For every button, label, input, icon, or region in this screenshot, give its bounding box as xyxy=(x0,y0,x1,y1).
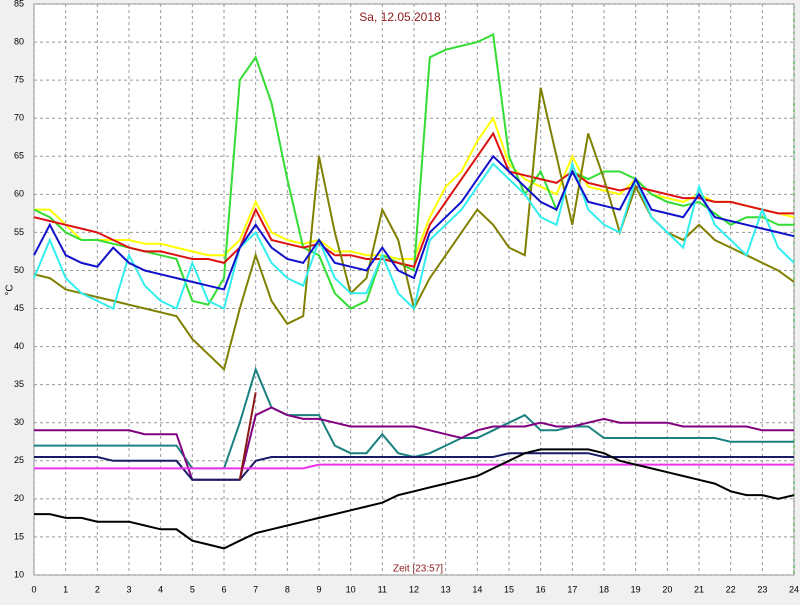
x-tick-label: 14 xyxy=(472,584,482,594)
x-tick-label: 0 xyxy=(31,584,36,594)
y-tick-label: 75 xyxy=(14,75,24,85)
chart-title: Sa, 12.05.2018 xyxy=(359,10,441,24)
x-tick-label: 8 xyxy=(285,584,290,594)
y-tick-label: 65 xyxy=(14,151,24,161)
x-tick-label: 18 xyxy=(599,584,609,594)
x-tick-label: 5 xyxy=(190,584,195,594)
y-tick-label: 60 xyxy=(14,189,24,199)
x-tick-label: 24 xyxy=(789,584,799,594)
x-tick-label: 15 xyxy=(504,584,514,594)
x-tick-label: 3 xyxy=(126,584,131,594)
x-tick-label: 1 xyxy=(63,584,68,594)
y-tick-label: 30 xyxy=(14,417,24,427)
x-tick-label: 7 xyxy=(253,584,258,594)
x-axis-label: Zeit [23:57] xyxy=(393,564,443,575)
y-tick-label: 20 xyxy=(14,493,24,503)
y-tick-label: 45 xyxy=(14,303,24,313)
x-tick-label: 9 xyxy=(316,584,321,594)
y-tick-label: 10 xyxy=(14,569,24,579)
x-tick-label: 20 xyxy=(662,584,672,594)
x-tick-label: 2 xyxy=(95,584,100,594)
x-tick-label: 4 xyxy=(158,584,163,594)
x-tick-label: 12 xyxy=(409,584,419,594)
x-tick-label: 16 xyxy=(536,584,546,594)
series-line xyxy=(238,392,257,480)
x-tick-label: 19 xyxy=(631,584,641,594)
series-line xyxy=(33,33,794,310)
y-tick-label: 85 xyxy=(14,0,24,8)
y-tick-label: 80 xyxy=(14,36,24,46)
x-tick-label: 17 xyxy=(567,584,577,594)
series-line xyxy=(34,406,794,481)
series-line xyxy=(33,154,795,291)
series-line xyxy=(34,448,795,550)
y-tick-label: 15 xyxy=(14,531,24,541)
y-tick-label: 70 xyxy=(14,113,24,123)
y-tick-label: 40 xyxy=(14,341,24,351)
x-tick-label: 11 xyxy=(378,584,387,594)
y-tick-label: 25 xyxy=(14,455,24,465)
series-line xyxy=(33,131,794,268)
x-tick-label: 21 xyxy=(694,584,704,594)
series-line xyxy=(34,463,794,470)
x-tick-label: 6 xyxy=(221,584,226,594)
y-tick-label: 50 xyxy=(14,265,24,275)
y-axis-label: °C xyxy=(5,284,16,295)
y-tick-label: 35 xyxy=(14,379,24,389)
x-tick-label: 13 xyxy=(441,584,451,594)
x-tick-label: 22 xyxy=(726,584,736,594)
y-tick-label: 55 xyxy=(14,227,24,237)
x-tick-label: 23 xyxy=(757,584,767,594)
series-line xyxy=(33,160,795,311)
series-line xyxy=(34,452,794,481)
x-tick-label: 10 xyxy=(346,584,356,594)
